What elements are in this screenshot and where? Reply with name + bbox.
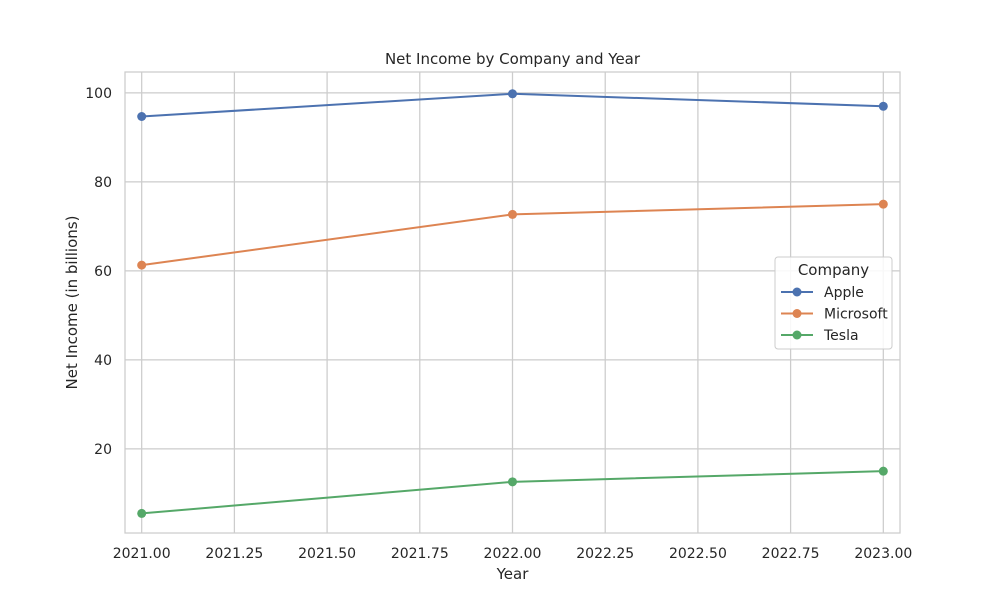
x-tick-label: 2021.75	[391, 546, 449, 562]
microsoft-point	[878, 199, 888, 209]
y-tick-label: 80	[94, 175, 112, 191]
legend-items: Apple Microsoft Tesla	[781, 285, 888, 344]
legend-label: Apple	[824, 285, 864, 301]
x-tick-label: 2022.00	[484, 546, 542, 562]
x-tick-label: 2022.75	[762, 546, 820, 562]
y-tick-label: 20	[94, 442, 112, 458]
apple-point	[137, 111, 147, 121]
legend-title: Company	[798, 261, 869, 279]
y-axis-title: Net Income (in billions)	[63, 216, 81, 390]
series-apple	[137, 89, 888, 121]
microsoft-point	[508, 209, 517, 219]
plot-frame	[124, 71, 901, 534]
x-axis-title: Year	[496, 565, 530, 583]
x-tick-label: 2021.50	[298, 546, 356, 562]
x-tick-labels: 2021.00 2021.25 2021.50 2021.75 2022.00 2022.…	[113, 546, 913, 562]
legend-box	[774, 256, 893, 350]
x-tick-label: 2021.00	[113, 546, 171, 562]
tesla-point	[878, 466, 888, 476]
y-tick-label: 40	[94, 353, 112, 369]
x-tick-label: 2022.25	[576, 546, 634, 562]
legend-item-microsoft: Microsoft	[781, 307, 888, 323]
legend-item-tesla: Tesla	[781, 328, 859, 344]
x-tick-label: 2023.00	[854, 546, 912, 562]
series-microsoft	[137, 199, 888, 270]
x-tick-label: 2022.50	[669, 546, 727, 562]
apple-point	[878, 101, 888, 111]
tesla-point	[508, 477, 517, 487]
legend-item-apple: Apple	[781, 285, 864, 301]
legend-marker	[792, 287, 802, 297]
legend-marker	[792, 309, 802, 318]
y-tick-labels: 20 40 60 80 100	[85, 86, 112, 458]
legend-label: Microsoft	[824, 307, 888, 323]
x-gridlines	[141, 72, 884, 533]
y-tick-label: 60	[94, 264, 112, 280]
chart-title: Net Income by Company and Year	[385, 50, 641, 68]
apple-point	[508, 89, 517, 99]
series-layer	[137, 89, 888, 518]
tesla-point	[137, 508, 147, 518]
x-tick-label: 2021.25	[205, 546, 263, 562]
legend-label: Tesla	[823, 328, 859, 344]
series-tesla	[137, 466, 888, 518]
y-tick-label: 100	[85, 86, 112, 102]
legend-marker	[792, 330, 802, 340]
microsoft-point	[137, 260, 147, 270]
legend: Company Apple Microsoft Tesla	[774, 256, 893, 350]
